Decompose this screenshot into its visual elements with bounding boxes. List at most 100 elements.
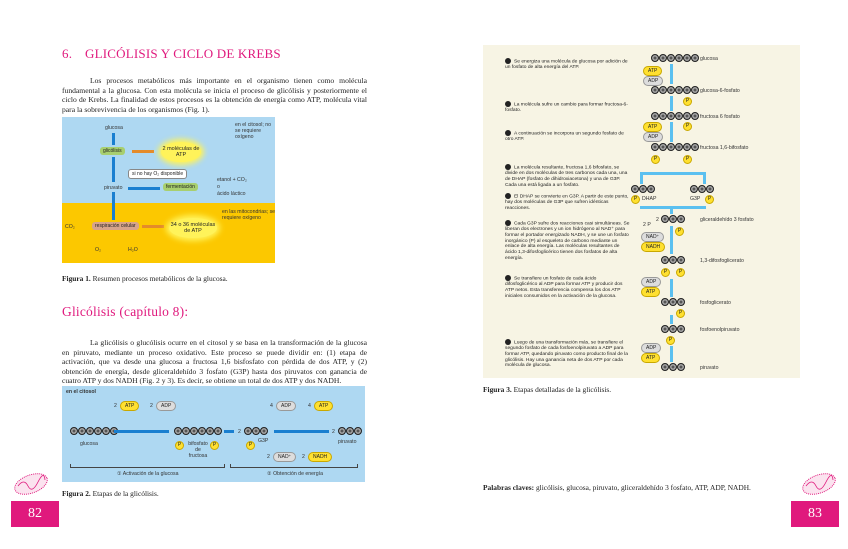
nadh-pill: NADH: [308, 452, 333, 462]
phosphate-icon: P: [210, 441, 219, 450]
or-label: o: [217, 184, 220, 190]
atp-count: 2: [114, 403, 117, 409]
dpg-chain: [661, 256, 685, 264]
step-4: La molécula resultante, fructosa 1,6 bif…: [505, 164, 630, 188]
dhap-chain: [631, 185, 655, 193]
label-pg: fosfoglicerato: [700, 300, 731, 306]
f6p-chain: [651, 112, 699, 120]
phosphate-icon: P: [631, 195, 640, 204]
carbon-icon: [675, 86, 683, 94]
carbon-icon: [661, 363, 669, 371]
carbon-icon: [677, 298, 685, 306]
label-13dpg: 1,3-difosfoglicerato: [700, 258, 744, 264]
carbon-icon: [659, 86, 667, 94]
phosphate-icon: P: [651, 155, 660, 164]
label-f6p: fructosa 6 fosfato: [700, 114, 740, 120]
phosphate-icon: P: [675, 227, 684, 236]
location-label: en el citosol: [66, 389, 96, 395]
step-text: Se energiza una molécula de glucosa por …: [505, 59, 628, 71]
phosphate-icon: P: [683, 97, 692, 106]
atp4-count: 4: [308, 403, 311, 409]
carbon-icon: [252, 427, 260, 435]
g6p-chain: [651, 86, 699, 94]
fermentacion-box: fermentación: [163, 183, 198, 191]
carbon-icon: [675, 112, 683, 120]
carbon-icon: [683, 112, 691, 120]
atp-pill: ATP: [641, 353, 661, 363]
adp-pill: ADP: [641, 277, 662, 287]
carbon-icon: [639, 185, 647, 193]
label-g6p: glucosa-6-fosfato: [700, 88, 740, 94]
carbon-icon: [669, 256, 677, 264]
carbon-icon: [677, 215, 685, 223]
step-8: Luego de una transformación más, se tran…: [505, 339, 630, 369]
adp-pill: ADP: [643, 132, 664, 142]
atp-pill: ATP: [120, 401, 140, 411]
two-p-label: 2 P: [643, 222, 651, 228]
piruvato-label: piruvato: [104, 185, 123, 191]
carbon-icon: [661, 215, 669, 223]
phosphate-icon: P: [661, 268, 670, 277]
etanol-label: etanol + CO₂: [217, 177, 247, 183]
carbon-icon: [669, 298, 677, 306]
figure-3-caption: Figura 3. Etapas detalladas de la glicól…: [483, 385, 611, 394]
carbon-icon: [94, 427, 102, 435]
step-text: La molécula sufre un cambio para formar …: [505, 102, 628, 114]
phosphate-icon: P: [676, 309, 685, 318]
keywords: Palabras claves: glicólisis, glucosa, pi…: [483, 483, 751, 492]
keywords-text: glicólisis, glucosa, piruvato, glicerald…: [535, 483, 751, 492]
carbon-icon: [669, 215, 677, 223]
o2-label: O₂: [95, 247, 102, 253]
caption-text: Resumen procesos metabólicos de la gluco…: [92, 274, 228, 283]
carbon-icon: [661, 325, 669, 333]
carbon-icon: [260, 427, 268, 435]
g3p-chain: [244, 427, 268, 435]
carbon-icon: [690, 185, 698, 193]
nadh-pill: NADH: [641, 242, 666, 252]
adp-pill: ADP: [276, 401, 297, 411]
mitochondria-icon: [802, 473, 836, 495]
carbon-icon: [651, 86, 659, 94]
carbon-icon: [691, 86, 699, 94]
atp-pill: ATP: [643, 122, 663, 132]
carbon-icon: [683, 54, 691, 62]
step-text: El DHAP se convierte en G3P. A partir de…: [505, 194, 629, 211]
carbon-icon: [677, 256, 685, 264]
step-text: Luego de una transformación más, se tran…: [505, 340, 628, 369]
nadh-count: 2: [302, 454, 305, 460]
carbon-icon: [667, 143, 675, 151]
carbon-icon: [647, 185, 655, 193]
carbon-icon: [174, 427, 182, 435]
lactico-label: ácido láctico: [217, 191, 246, 197]
nad-pill: NAD⁺: [641, 232, 665, 242]
adp-count: 2: [150, 403, 153, 409]
label-piruvato: piruvato: [700, 365, 719, 371]
page-number: 83: [791, 501, 839, 527]
carbon-icon: [631, 185, 639, 193]
caption-label: Figura 3.: [483, 385, 512, 394]
atp-pill: ATP: [314, 401, 334, 411]
figure-1: glucosa glicólisis 2 moléculas de ATP en…: [62, 117, 275, 263]
dhap-label: DHAP: [642, 196, 657, 202]
carbon-icon: [691, 54, 699, 62]
stage-2-label: ② Obtención de energía: [267, 471, 323, 477]
step-6: Cada G3P sufre dos reacciones casi simul…: [505, 220, 630, 262]
adp-pill: ADP: [641, 343, 662, 353]
carbon-icon: [659, 143, 667, 151]
pep-chain: [661, 325, 685, 333]
label-pep: fosfoenolpiruvato: [700, 327, 740, 333]
atp2-burst: 2 moléculas de ATP: [161, 142, 201, 162]
glicolisis-box: glicólisis: [100, 147, 125, 155]
fructose-chain: [174, 427, 222, 435]
step-text: Cada G3P sufre dos reacciones casi simul…: [505, 221, 630, 262]
caption-label: Figura 2.: [62, 489, 91, 498]
carbon-icon: [667, 54, 675, 62]
keywords-label: Palabras claves:: [483, 483, 535, 492]
carbon-icon: [651, 143, 659, 151]
glucosa-label: glucosa: [105, 125, 123, 131]
bifosfato-label: bifosfato de fructosa: [188, 441, 208, 459]
label-glucosa: glucosa: [700, 56, 718, 62]
carbon-icon: [669, 325, 677, 333]
carbon-icon: [661, 256, 669, 264]
carbon-icon: [691, 143, 699, 151]
